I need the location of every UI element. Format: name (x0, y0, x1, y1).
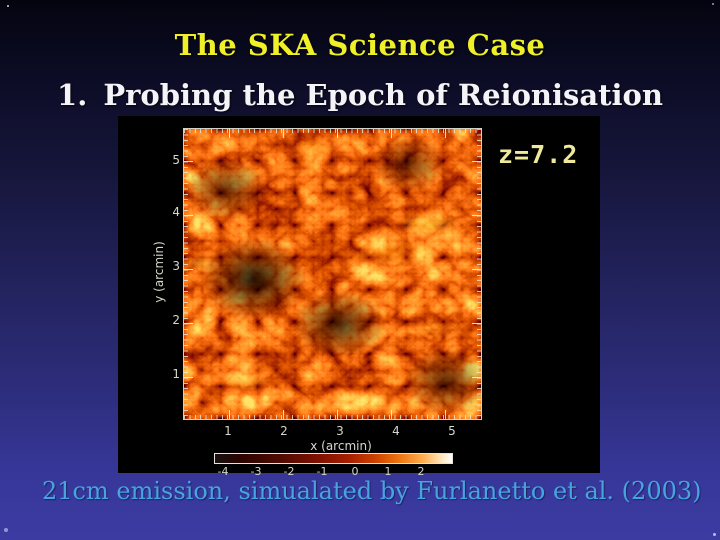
redshift-label: z=7.2 (498, 140, 579, 169)
x-tick-label: 5 (448, 424, 456, 438)
y-tick-label: 3 (172, 259, 180, 273)
corner-dot-bottom-left (4, 528, 8, 532)
x-tick-label: 1 (224, 424, 232, 438)
colorbar-tick-label: -3 (250, 465, 262, 478)
colorbar-tick-label: 1 (384, 465, 392, 478)
subtitle-text: Probing the Epoch of Reionisation (103, 78, 663, 112)
x-tick-label: 2 (280, 424, 288, 438)
simulation-figure: 5 4 3 2 1 y (arcmin) 1 2 3 4 5 x (arcmin… (118, 116, 600, 478)
y-tick-label: 5 (172, 153, 180, 167)
colorbar-tick-label: 0 (351, 465, 359, 478)
x-tick-label: 3 (336, 424, 344, 438)
x-axis-label: x (arcmin) (310, 439, 372, 453)
figure-caption: 21cm emission, simualated by Furlanetto … (42, 477, 702, 505)
heatmap-plot (183, 128, 482, 420)
x-tick-label: 4 (392, 424, 400, 438)
colorbar-tick-label: -4 (217, 465, 229, 478)
corner-dot-bottom-right (713, 533, 716, 536)
colorbar-tick-label: -1 (316, 465, 328, 478)
y-tick-label: 2 (172, 313, 180, 327)
y-axis-label: y (arcmin) (152, 241, 166, 303)
subtitle-item-number: 1. (57, 78, 88, 112)
y-tick-label: 4 (172, 205, 180, 219)
slide-subtitle: 1. Probing the Epoch of Reionisation (0, 78, 720, 112)
slide-title: The SKA Science Case (174, 28, 546, 62)
colorbar-tick-label: 2 (417, 465, 425, 478)
y-tick-label: 1 (172, 367, 180, 381)
corner-dot-top-right (712, 3, 714, 5)
corner-dot-top-left (7, 5, 9, 7)
colorbar-tick-label: -2 (283, 465, 295, 478)
colorbar (214, 453, 453, 464)
cosmic-web-image (184, 129, 481, 419)
